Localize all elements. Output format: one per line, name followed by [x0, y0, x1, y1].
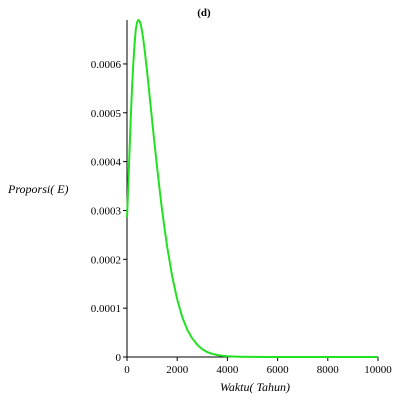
- y-ticks: 0 0.0001 0.0002 0.0003 0.0004 0.0005 0.0006: [91, 59, 127, 364]
- y-tick-label: 0.0005: [91, 108, 122, 120]
- chart-title: (d): [197, 7, 211, 19]
- y-tick-label: 0.0004: [91, 157, 122, 169]
- x-tick-label: 8000: [317, 364, 340, 376]
- y-tick-label: 0.0002: [91, 254, 121, 266]
- x-tick-label: 4000: [216, 364, 239, 376]
- x-tick-label: 10000: [364, 364, 392, 376]
- series-line: [126, 19, 378, 358]
- x-tick-label: 6000: [267, 364, 290, 376]
- y-tick-label: 0.0006: [91, 59, 122, 71]
- x-ticks: 0 2000 4000 6000 8000 10000: [124, 357, 392, 376]
- y-axis-title: Proporsi( E): [7, 182, 69, 196]
- x-tick-label: 2000: [166, 364, 189, 376]
- y-tick-label: 0: [116, 352, 122, 364]
- y-tick-label: 0.0001: [91, 303, 121, 315]
- x-axis-title: Waktu( Tahun): [220, 380, 290, 394]
- x-tick-label: 0: [124, 364, 130, 376]
- y-tick-label: 0.0003: [91, 205, 122, 217]
- plot-series: [126, 19, 378, 358]
